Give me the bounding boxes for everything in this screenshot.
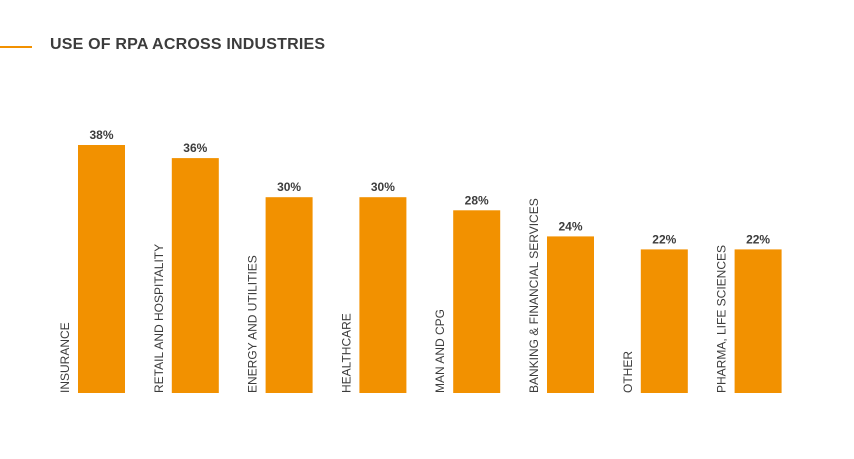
bar-healthcare (359, 197, 407, 393)
bar-retail-and-hospitality (171, 158, 219, 393)
value-label-retail-and-hospitality: 36% (183, 141, 207, 155)
category-label-healthcare: HEALTHCARE (339, 313, 353, 393)
value-label-pharma-life-sciences: 22% (746, 232, 770, 246)
bar-man-and-cpg (453, 210, 501, 393)
category-label-retail-and-hospitality: RETAIL AND HOSPITALITY (152, 244, 166, 393)
category-label-pharma-life-sciences: PHARMA, LIFE SCIENCES (715, 245, 729, 393)
category-label-insurance: INSURANCE (58, 322, 72, 393)
title-accent-line (0, 46, 32, 48)
chart-title: USE OF RPA ACROSS INDUSTRIES (50, 36, 326, 53)
category-label-banking-and-financial-services: BANKING & FINANCIAL SERVICES (527, 198, 541, 393)
category-label-energy-and-utilities: ENERGY AND UTILITIES (246, 255, 260, 393)
bar-other (640, 249, 688, 393)
value-label-energy-and-utilities: 30% (277, 180, 301, 194)
value-label-man-and-cpg: 28% (465, 193, 489, 207)
bar-insurance (78, 145, 125, 393)
value-label-insurance: 38% (89, 128, 113, 142)
value-label-other: 22% (652, 232, 676, 246)
category-label-other: OTHER (621, 351, 635, 393)
bar-pharma-life-sciences (734, 249, 782, 393)
value-label-banking-and-financial-services: 24% (558, 219, 582, 233)
bar-energy-and-utilities (265, 197, 313, 393)
bar-banking-and-financial-services (547, 236, 594, 393)
value-label-healthcare: 30% (371, 180, 395, 194)
category-label-man-and-cpg: MAN AND CPG (433, 309, 447, 393)
